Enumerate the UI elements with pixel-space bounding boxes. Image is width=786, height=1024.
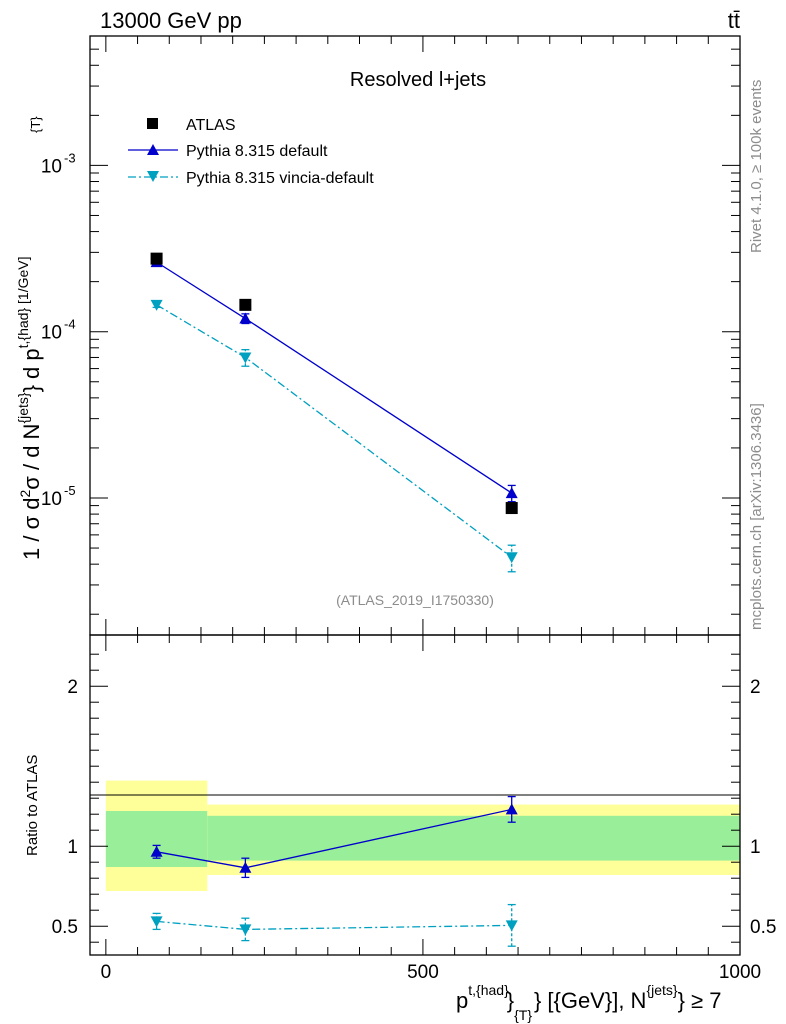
data-point bbox=[505, 487, 518, 499]
data-point bbox=[239, 924, 252, 936]
legend-label-default: Pythia 8.315 default bbox=[186, 143, 328, 160]
legend-marker-atlas bbox=[147, 118, 158, 129]
ytick-label-exponent: -5 bbox=[64, 483, 76, 498]
xtick-label: 0 bbox=[101, 962, 112, 983]
series-line bbox=[156, 920, 512, 931]
ratio-ytick-label-left: 1 bbox=[67, 837, 78, 858]
legend-label-atlas: ATLAS bbox=[186, 117, 236, 134]
ratio-ytick-label-left: 2 bbox=[67, 677, 78, 698]
main-ytick-labels: 10-510-410-3 bbox=[41, 150, 76, 510]
legend-marker-vincia bbox=[147, 171, 159, 182]
ytick-label: 10 bbox=[41, 323, 62, 344]
data-point bbox=[505, 803, 518, 815]
ratio-ytick-label-right: 0.5 bbox=[750, 917, 776, 938]
legend: ATLAS Pythia 8.315 default Pythia 8.315 … bbox=[128, 117, 374, 187]
data-point bbox=[505, 502, 518, 515]
data-point bbox=[150, 252, 163, 265]
main-ylabel: 1 / σ d2σ / d N{jets}} d pt,{had} [1/GeV… bbox=[15, 256, 44, 560]
xtick-label: 500 bbox=[407, 962, 439, 983]
xtick-label: 1000 bbox=[719, 962, 761, 983]
data-point bbox=[150, 845, 163, 857]
ratio-ytick-label-right: 1 bbox=[750, 837, 761, 858]
xlabel: pt,{had}}{T}} [{GeV}], N{jets}} ≥ 7 bbox=[456, 982, 721, 1023]
ytick-label: 10 bbox=[41, 156, 62, 177]
ytick-label-exponent: -4 bbox=[64, 317, 76, 332]
main-series-layer bbox=[150, 252, 518, 573]
ratio-ylabel: Ratio to ATLAS bbox=[24, 755, 41, 856]
data-point bbox=[239, 352, 252, 364]
header-right: tt̄ bbox=[728, 8, 740, 33]
ratio-axis-ticks bbox=[90, 635, 741, 955]
band-green bbox=[207, 815, 740, 861]
ratio-ytick-label-right: 2 bbox=[750, 677, 761, 698]
mcplots-label: mcplots.cern.ch [arXiv:1306.3436] bbox=[748, 403, 765, 630]
data-point bbox=[239, 861, 252, 873]
main-panel: 10-510-410-3 Resolved l+jets (ATLAS_2019… bbox=[15, 35, 741, 636]
series-line bbox=[156, 304, 513, 558]
main-ylabel-subscript: {T} bbox=[28, 116, 43, 133]
ytick-label: 10 bbox=[41, 489, 62, 510]
ytick-label-exponent: -3 bbox=[64, 150, 76, 165]
ratio-bands bbox=[105, 780, 740, 891]
data-point bbox=[150, 299, 163, 311]
ratio-series-layer bbox=[150, 795, 518, 947]
ratio-plot-frame bbox=[89, 634, 741, 956]
analysis-label: (ATLAS_2019_I1750330) bbox=[336, 592, 494, 608]
series-line bbox=[156, 261, 513, 494]
data-point bbox=[150, 916, 163, 928]
legend-marker-default bbox=[147, 144, 159, 155]
data-point bbox=[505, 552, 518, 564]
data-point bbox=[239, 298, 252, 311]
ratio-ytick-label-left: 0.5 bbox=[52, 917, 78, 938]
legend-label-vincia: Pythia 8.315 vincia-default bbox=[186, 170, 374, 187]
main-title: Resolved l+jets bbox=[350, 69, 486, 91]
ratio-tick-labels: 0.5 0.5 1 1 2 2 0 500 1000 bbox=[52, 677, 777, 983]
main-axis-ticks bbox=[90, 35, 741, 635]
header-left: 13000 GeV pp bbox=[100, 8, 242, 33]
ratio-panel: 0.5 0.5 1 1 2 2 0 500 1000 Ratio to ATLAS pt,{ha… bbox=[24, 634, 777, 1023]
data-point bbox=[505, 920, 518, 932]
data-point bbox=[239, 312, 252, 324]
rivet-label: Rivet 4.1.0, ≥ 100k events bbox=[748, 80, 765, 253]
